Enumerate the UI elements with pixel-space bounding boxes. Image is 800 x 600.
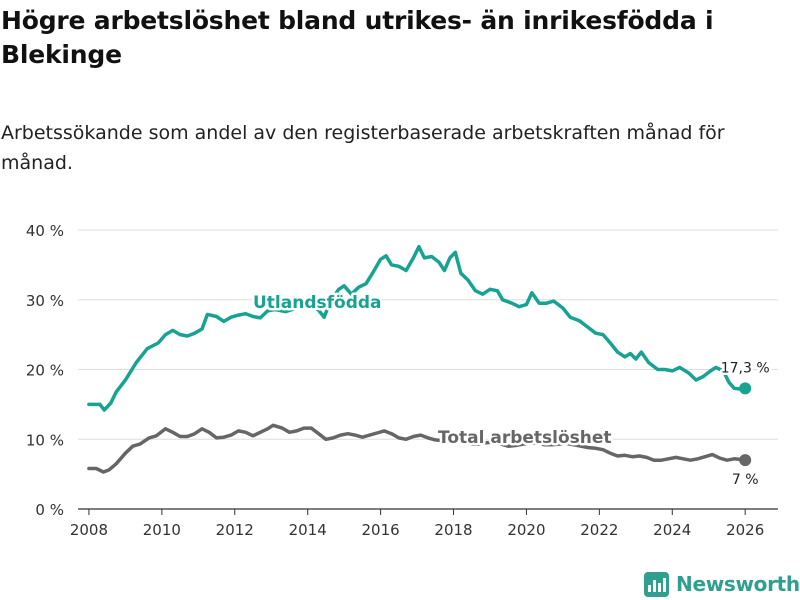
end-label-utlandsfodda-halo: 17,3 % bbox=[721, 360, 770, 376]
x-tick-label: 2010 bbox=[143, 521, 181, 539]
y-tick-label: 40 % bbox=[26, 222, 64, 240]
end-label-utlandsfodda: 17,3 % bbox=[721, 360, 770, 376]
end-label-total-halo: 7 % bbox=[732, 472, 759, 488]
chart-title: Högre arbetslöshet bland utrikes- än inr… bbox=[1, 6, 714, 69]
brand-name: Newsworthy bbox=[676, 572, 800, 596]
y-tick-label: 20 % bbox=[26, 362, 64, 380]
series-name-total: Total arbetslöshet bbox=[438, 428, 612, 448]
bar-chart-icon bbox=[644, 571, 669, 597]
x-tick-label: 2026 bbox=[726, 521, 764, 539]
series bbox=[87, 244, 752, 474]
x-tick-label: 2008 bbox=[70, 521, 108, 539]
series-name-total-halo: Total arbetslöshet bbox=[438, 428, 612, 448]
x-tick-label: 2020 bbox=[507, 521, 545, 539]
x-tick-label: 2016 bbox=[362, 521, 400, 539]
series-name-utlandsfodda: Utlandsfödda bbox=[253, 293, 382, 313]
series-line-0 bbox=[87, 244, 747, 412]
x-tick-label: 2014 bbox=[289, 521, 327, 539]
x-tick-label: 2022 bbox=[580, 521, 618, 539]
newsworthy-logo: Newsworthy bbox=[644, 569, 800, 599]
series-line-1 bbox=[87, 423, 747, 474]
series-end-marker-0 bbox=[739, 382, 752, 395]
axes: 0 % 10 % 20 % 30 % 40 % 2008 2010 2012 2014 2016 2… bbox=[26, 222, 764, 539]
series-end-marker-1 bbox=[739, 454, 752, 467]
x-tick-label: 2024 bbox=[653, 521, 691, 539]
y-tick-label: 0 % bbox=[35, 501, 64, 519]
x-tick-label: 2012 bbox=[216, 521, 254, 539]
x-tick-label: 2018 bbox=[434, 521, 472, 539]
chart-subtitle: Arbetssökande som andel av den registerb… bbox=[1, 122, 725, 174]
y-tick-label: 10 % bbox=[26, 431, 64, 449]
y-tick-label: 30 % bbox=[26, 292, 64, 310]
end-label-total: 7 % bbox=[732, 472, 759, 488]
series-name-utlandsfodda-halo: Utlandsfödda bbox=[253, 293, 382, 313]
grid-lines bbox=[78, 229, 778, 510]
